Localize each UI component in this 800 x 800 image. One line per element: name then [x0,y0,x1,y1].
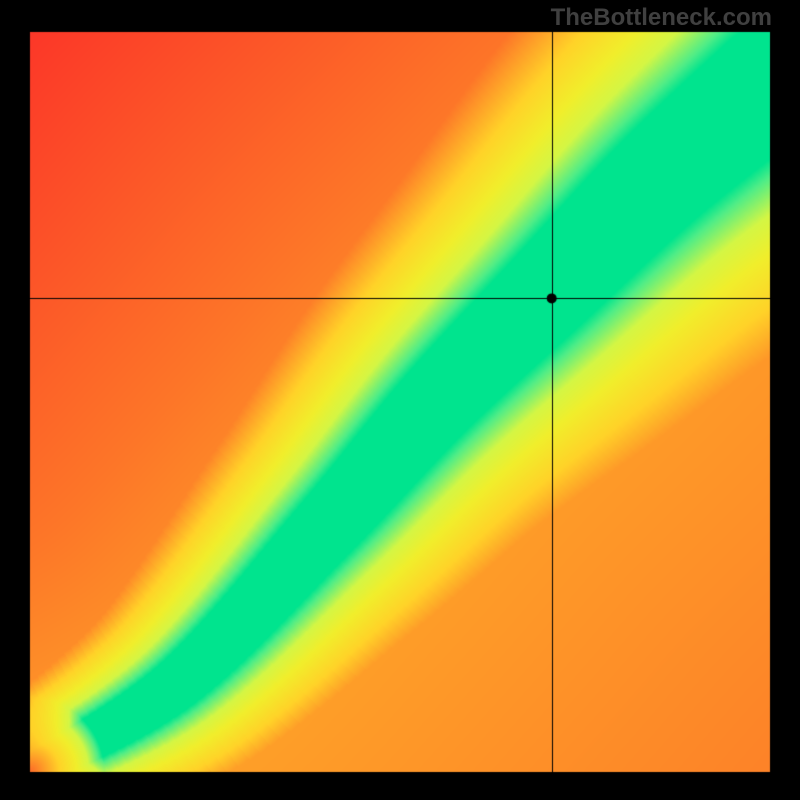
watermark-text: TheBottleneck.com [551,4,772,32]
bottleneck-heatmap [0,0,800,800]
chart-container: { "watermark": { "text": "TheBottleneck.… [0,0,800,800]
